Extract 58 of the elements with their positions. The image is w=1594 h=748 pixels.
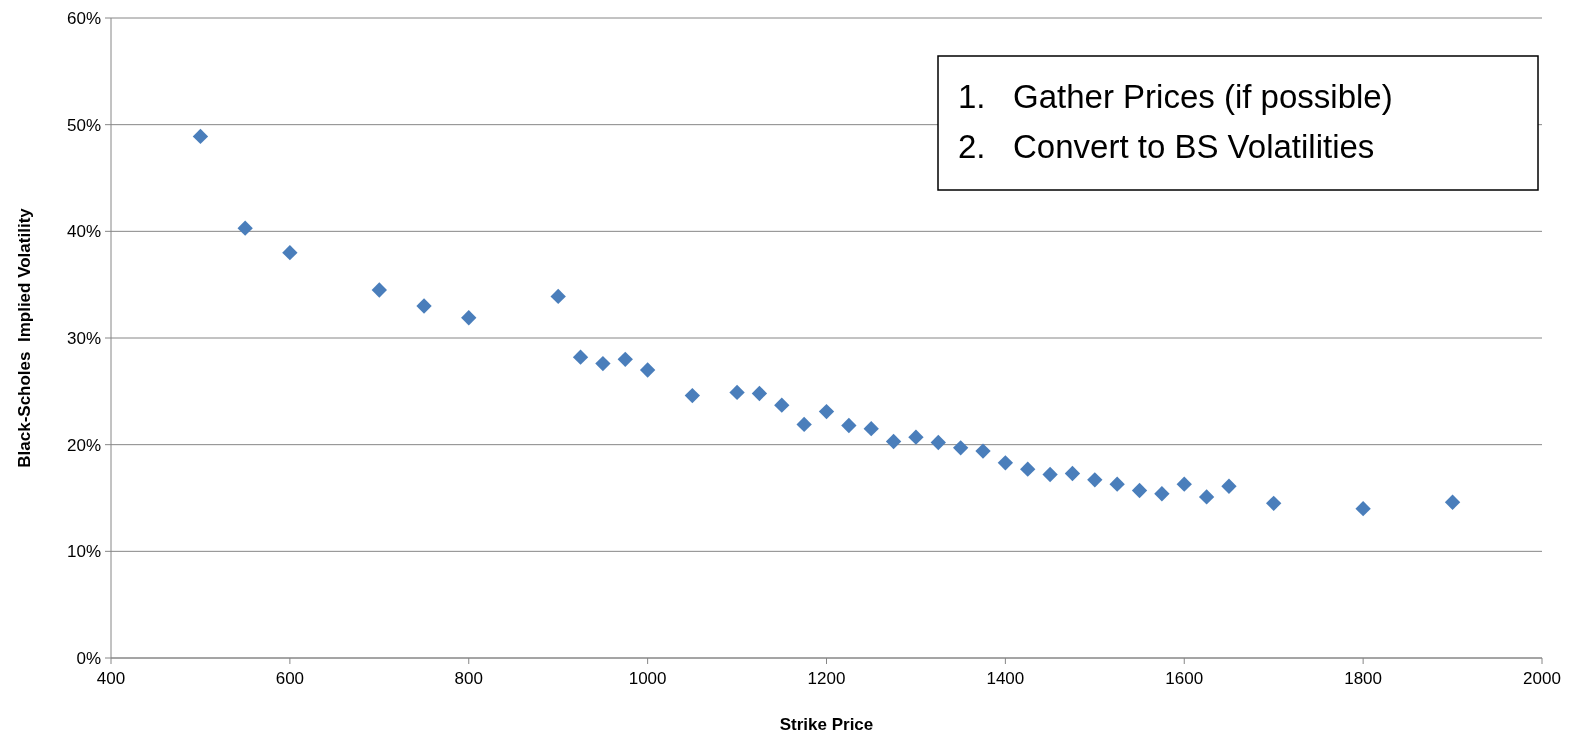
point bbox=[774, 397, 790, 413]
x-tick-label: 1200 bbox=[807, 669, 846, 688]
x-axis-title: Strike Price bbox=[779, 715, 874, 734]
point bbox=[1198, 489, 1215, 505]
y-tick-label: 0% bbox=[76, 648, 101, 668]
y-tick-label: 40% bbox=[66, 222, 101, 242]
point bbox=[796, 416, 812, 433]
x-tick-label: 1000 bbox=[628, 669, 667, 688]
point bbox=[1266, 495, 1282, 511]
annotation: 1. Gather Prices (if possible) bbox=[958, 78, 1393, 115]
point bbox=[952, 440, 969, 456]
x-tick-label: 800 bbox=[454, 669, 483, 688]
point bbox=[975, 443, 991, 459]
x-tick-label: 1600 bbox=[1165, 669, 1204, 688]
point bbox=[684, 387, 701, 404]
x-tick-label: 1400 bbox=[986, 669, 1025, 688]
x-tick-label: 1800 bbox=[1344, 669, 1383, 688]
y-tick-label: 10% bbox=[66, 542, 101, 562]
point bbox=[617, 351, 633, 367]
point bbox=[841, 417, 857, 434]
y-axis-title: Black-Scholes Implied Volatility bbox=[15, 207, 34, 468]
point bbox=[1154, 486, 1170, 502]
point bbox=[550, 288, 566, 305]
point bbox=[729, 384, 745, 401]
point bbox=[1109, 476, 1125, 492]
point bbox=[371, 282, 387, 298]
point bbox=[416, 298, 432, 314]
point bbox=[1444, 494, 1461, 510]
point bbox=[818, 403, 835, 420]
point bbox=[908, 429, 924, 445]
point bbox=[1355, 501, 1371, 517]
point bbox=[1131, 482, 1148, 499]
point bbox=[237, 220, 253, 236]
x-tick-label: 400 bbox=[96, 669, 126, 688]
point bbox=[997, 455, 1014, 471]
point bbox=[751, 385, 768, 402]
point bbox=[1221, 478, 1237, 494]
point bbox=[1020, 461, 1036, 477]
annotation: 2. Convert to BS Volatilities bbox=[958, 128, 1375, 165]
y-tick-label: 60% bbox=[66, 8, 101, 28]
point bbox=[1042, 466, 1058, 483]
point bbox=[1087, 472, 1103, 488]
point bbox=[282, 245, 298, 261]
point bbox=[639, 362, 656, 378]
y-tick-label: 50% bbox=[66, 115, 101, 135]
point bbox=[461, 310, 477, 326]
point bbox=[192, 128, 209, 145]
x-tick-label: 600 bbox=[275, 669, 305, 688]
point bbox=[863, 421, 879, 437]
point bbox=[1176, 476, 1192, 492]
y-tick-label: 20% bbox=[66, 435, 101, 455]
point bbox=[885, 433, 902, 450]
x-tick-label: 2000 bbox=[1523, 669, 1561, 688]
point bbox=[1064, 465, 1081, 482]
y-tick-label: 30% bbox=[66, 328, 101, 348]
point bbox=[572, 349, 589, 365]
point bbox=[595, 355, 611, 372]
point bbox=[930, 434, 946, 451]
